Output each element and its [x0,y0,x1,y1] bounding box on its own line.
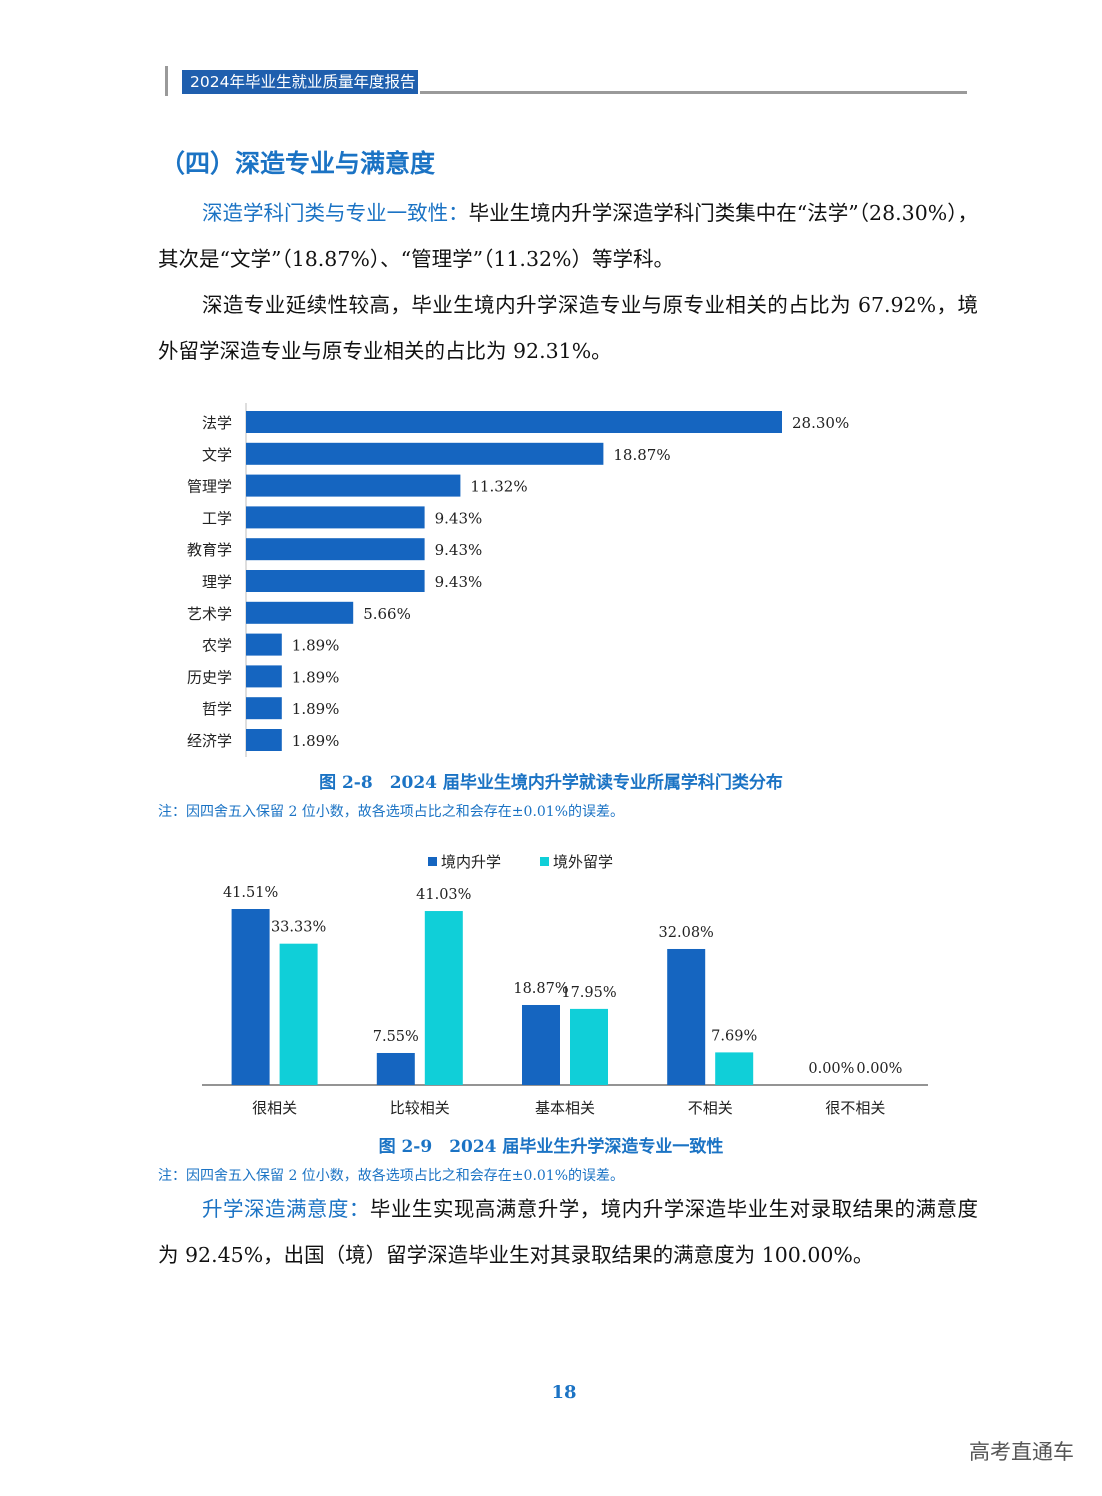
category-label: 经济学 [187,732,232,750]
data-label: 11.32% [470,478,527,496]
data-label: 5.66% [363,605,411,623]
data-label: 41.03% [416,887,471,903]
report-title: 2024年毕业生就业质量年度报告 [182,70,418,94]
category-label: 工学 [202,509,232,527]
data-label: 17.95% [561,985,616,1001]
figure-note-2-9: 注：因四舍五入保留 2 位小数，故各选项占比之和会存在±0.01%的误差。 [158,1168,625,1184]
data-label: 9.43% [435,573,483,591]
bar [279,943,318,1085]
category-label: 理学 [202,573,232,591]
header-rule [165,91,967,94]
bar [376,1052,415,1085]
category-label: 农学 [202,637,232,655]
figure-caption-2-9: 图 2-9 2024 届毕业生升学深造专业一致性 [378,1137,724,1157]
data-label: 0.00% [856,1061,902,1077]
chart-subject-distribution: 法学 28.30% 文学 18.87% 管理学 11.32% 工学 9.43% 教育学 9.43%… [187,403,849,757]
bar [246,665,282,688]
paragraph-continuity: 深造专业延续性较高，毕业生境内升学深造专业与原专业相关的占比为 67.92%，境… [158,293,978,363]
legend-swatch [540,857,549,866]
category-label: 基本相关 [535,1099,595,1117]
category-label: 很不相关 [825,1099,885,1117]
figure-caption-2-8: 图 2-8 2024 届毕业生境内升学就读专业所属学科门类分布 [319,773,783,793]
bar [246,506,425,529]
bar [715,1052,754,1085]
data-label: 7.55% [373,1029,419,1045]
data-label: 18.87% [613,446,670,464]
data-label: 32.08% [659,925,714,941]
bar [246,474,461,497]
bar [246,538,425,561]
data-label: 1.89% [292,668,340,686]
bar [570,1008,608,1085]
category-label: 文学 [202,446,232,464]
data-label: 1.89% [292,700,340,718]
data-label: 28.30% [792,414,849,432]
category-label: 比较相关 [390,1099,450,1117]
bar [231,909,270,1085]
legend-label: 境外留学 [553,853,613,871]
category-label: 法学 [202,414,232,432]
chart-major-consistency: 境内升学 境外留学 41.51% 33.33% 很相关 7.55% 41.03% 比较相关 18… [202,853,928,1117]
section-title: （四）深造专业与满意度 [160,149,436,178]
data-label: 18.87% [513,981,568,997]
watermark: 高考直通车 [969,1440,1074,1464]
bar [246,411,782,433]
category-label: 历史学 [187,668,232,686]
data-label: 41.51% [223,885,278,901]
legend-label: 境内升学 [441,853,501,871]
category-label: 管理学 [187,478,232,496]
paragraph-satisfaction: 升学深造满意度：毕业生实现高满意升学，境内升学深造毕业生对录取结果的满意度为 9… [158,1186,978,1278]
figure-note-2-8: 注：因四舍五入保留 2 位小数，故各选项占比之和会存在±0.01%的误差。 [158,804,625,820]
data-label: 1.89% [292,732,340,750]
bar [246,570,425,592]
bar [246,601,354,624]
paragraph-text: 毕业生境内升学深造学科门类集中在“法学”（28.30%），其次是“文学”（18.… [158,201,978,271]
data-label: 7.69% [711,1028,757,1044]
bar [522,1004,560,1085]
bar [246,442,604,465]
paragraph-lead: 升学深造满意度： [202,1197,370,1221]
paragraph-text: 毕业生实现高满意升学，境内升学深造毕业生对录取结果的满意度为 92.45%，出国… [158,1197,979,1267]
data-label: 9.43% [435,509,483,527]
bar [246,729,282,751]
data-label: 9.43% [435,541,483,559]
data-label: 1.89% [292,637,340,655]
bar [246,697,282,720]
paragraph-consistency: 深造学科门类与专业一致性：毕业生境内升学深造学科门类集中在“法学”（28.30%… [158,190,978,282]
legend-swatch [428,857,437,866]
category-label: 教育学 [187,541,232,559]
category-label: 很相关 [252,1099,297,1117]
data-label: 0.00% [808,1061,854,1077]
category-label: 艺术学 [187,605,232,623]
data-label: 33.33% [271,920,326,936]
bar [424,911,463,1085]
bar [246,633,282,656]
category-label: 不相关 [688,1099,733,1117]
paragraph-lead: 深造学科门类与专业一致性： [202,201,469,225]
bar [667,948,706,1085]
page-number: 18 [551,1382,577,1403]
header-tab: 2024年毕业生就业质量年度报告 [165,66,420,96]
category-label: 哲学 [202,700,232,718]
